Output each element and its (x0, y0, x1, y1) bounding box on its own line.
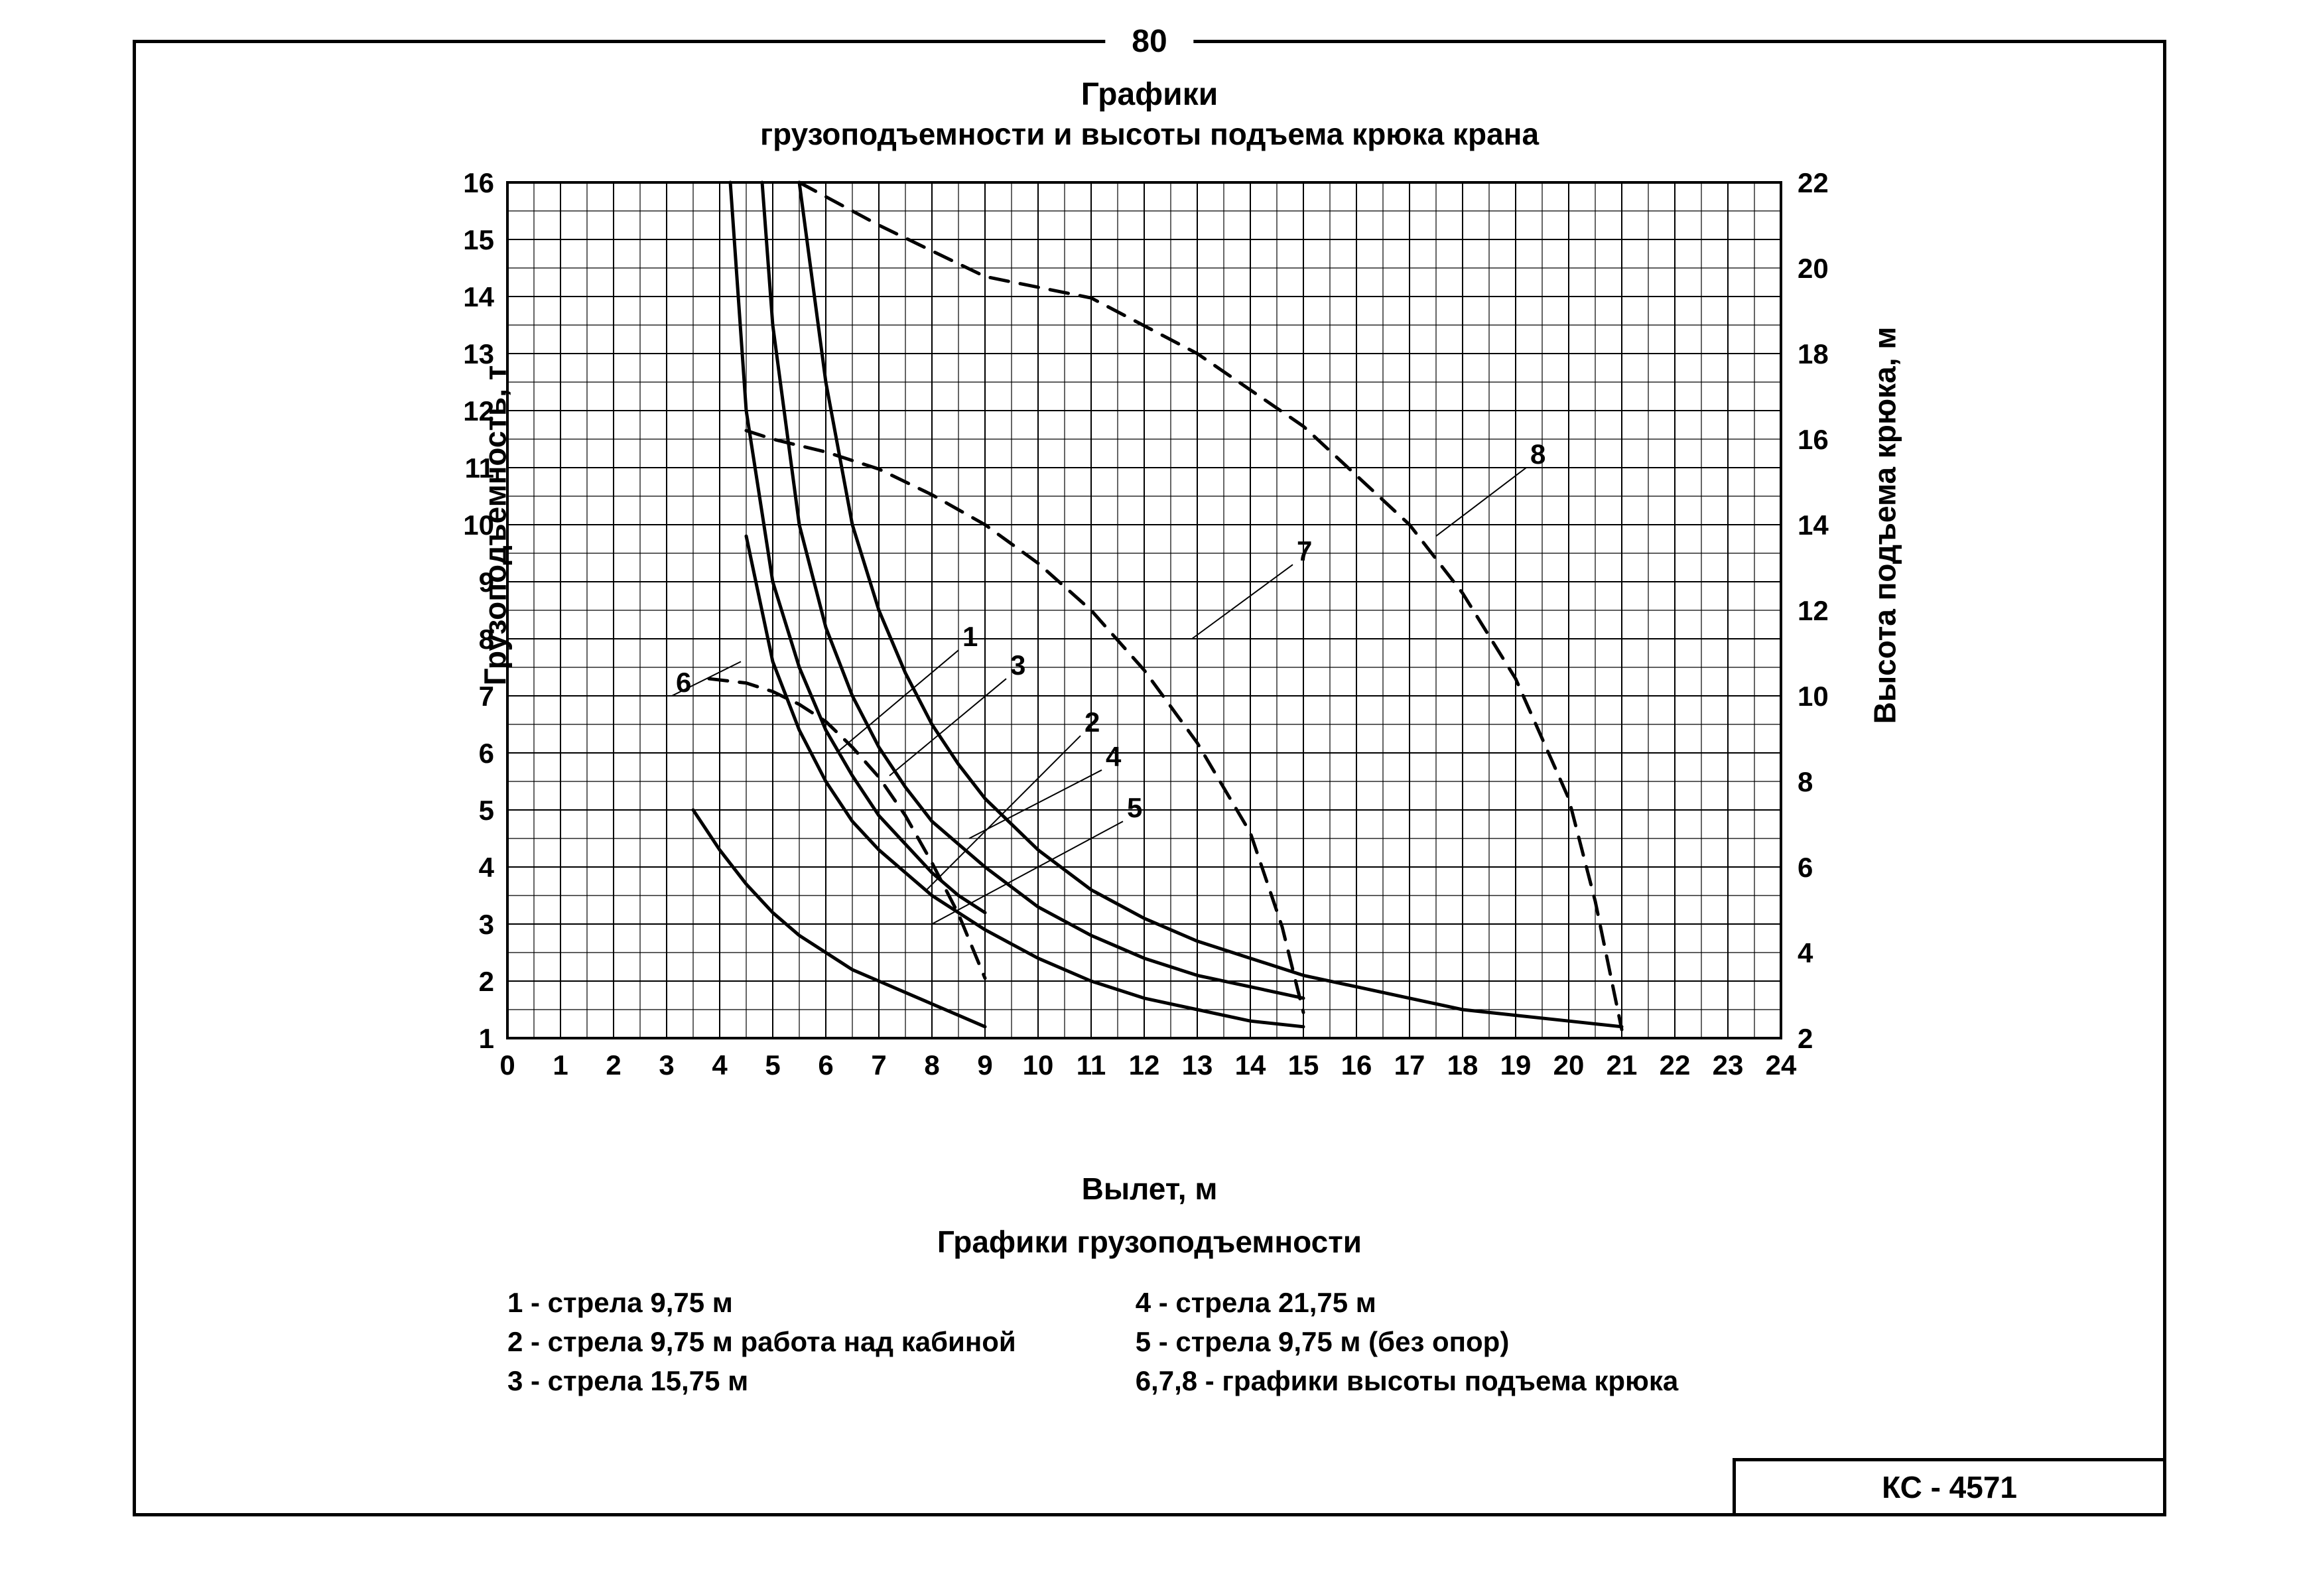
svg-text:15: 15 (1288, 1049, 1319, 1081)
svg-text:10: 10 (1023, 1049, 1054, 1081)
svg-text:3: 3 (479, 909, 494, 940)
model-code-box: КС - 4571 (1733, 1458, 2166, 1516)
chart-title-2: грузоподъемности и высоты подъема крюка … (136, 116, 2163, 152)
legend-item: 1 - стрела 9,75 м (507, 1284, 1016, 1323)
svg-text:0: 0 (499, 1049, 515, 1081)
legend-column-2: 4 - стрела 21,75 м5 - стрела 9,75 м (без… (1136, 1284, 1679, 1400)
legend-item: 2 - стрела 9,75 м работа над кабиной (507, 1323, 1016, 1362)
x-axis-label: Вылет, м (136, 1171, 2163, 1207)
outer-frame: 8 0 Графики грузоподъемности и высоты под… (133, 40, 2166, 1516)
svg-text:7: 7 (479, 681, 494, 712)
svg-text:7: 7 (871, 1049, 886, 1081)
svg-text:2: 2 (1084, 706, 1100, 738)
svg-text:20: 20 (1553, 1049, 1585, 1081)
svg-text:4: 4 (1106, 741, 1122, 772)
svg-text:3: 3 (659, 1049, 674, 1081)
svg-text:10: 10 (1798, 681, 1829, 712)
svg-text:17: 17 (1394, 1049, 1425, 1081)
svg-text:12: 12 (463, 395, 494, 427)
svg-text:24: 24 (1766, 1049, 1797, 1081)
svg-text:22: 22 (1798, 169, 1829, 198)
svg-text:3: 3 (1010, 649, 1025, 681)
svg-text:8: 8 (1530, 438, 1545, 470)
svg-text:9: 9 (977, 1049, 992, 1081)
page: 80 Графики грузоподъемности и высоты под… (0, 0, 2299, 1596)
svg-text:6: 6 (818, 1049, 833, 1081)
legend-item: 6,7,8 - графики высоты подъема крюка (1136, 1362, 1679, 1401)
svg-text:1: 1 (553, 1049, 568, 1081)
svg-text:1: 1 (962, 621, 978, 652)
page-number: 80 (1105, 23, 1193, 60)
svg-text:8: 8 (1798, 766, 1813, 797)
svg-text:8: 8 (479, 624, 494, 655)
svg-text:21: 21 (1607, 1049, 1638, 1081)
chart-area: 0123456789101112131415161718192021222324… (415, 169, 1874, 1098)
svg-text:23: 23 (1713, 1049, 1744, 1081)
svg-text:4: 4 (479, 852, 495, 883)
svg-text:5: 5 (479, 795, 494, 826)
svg-text:2: 2 (1798, 1023, 1813, 1054)
svg-text:4: 4 (1798, 937, 1813, 968)
svg-text:16: 16 (1341, 1049, 1372, 1081)
svg-text:13: 13 (1182, 1049, 1213, 1081)
svg-text:11: 11 (1077, 1049, 1106, 1081)
svg-text:6: 6 (676, 667, 691, 698)
svg-text:18: 18 (1798, 338, 1829, 369)
svg-text:14: 14 (1235, 1049, 1266, 1081)
svg-text:5: 5 (1127, 792, 1142, 823)
svg-text:13: 13 (463, 338, 494, 369)
legend-item: 3 - стрела 15,75 м (507, 1362, 1016, 1401)
svg-text:15: 15 (463, 224, 494, 255)
svg-text:12: 12 (1129, 1049, 1160, 1081)
svg-text:8: 8 (924, 1049, 939, 1081)
chart-svg: 0123456789101112131415161718192021222324… (415, 169, 1874, 1098)
svg-text:16: 16 (463, 169, 494, 198)
chart-title-1: Графики (136, 76, 2163, 113)
svg-text:14: 14 (463, 281, 494, 312)
svg-text:4: 4 (712, 1049, 728, 1081)
svg-text:1: 1 (479, 1023, 494, 1054)
legend-column-1: 1 - стрела 9,75 м2 - стрела 9,75 м работ… (507, 1284, 1016, 1400)
svg-text:19: 19 (1500, 1049, 1532, 1081)
svg-text:22: 22 (1660, 1049, 1691, 1081)
svg-text:12: 12 (1798, 595, 1829, 626)
svg-text:14: 14 (1798, 509, 1829, 541)
legend-item: 5 - стрела 9,75 м (без опор) (1136, 1323, 1679, 1362)
svg-text:6: 6 (479, 738, 494, 769)
svg-text:2: 2 (606, 1049, 621, 1081)
legend: 1 - стрела 9,75 м2 - стрела 9,75 м работ… (507, 1284, 1678, 1400)
svg-text:5: 5 (765, 1049, 780, 1081)
svg-text:2: 2 (479, 966, 494, 997)
svg-text:18: 18 (1447, 1049, 1478, 1081)
svg-text:10: 10 (463, 509, 494, 541)
svg-text:20: 20 (1798, 253, 1829, 284)
svg-text:16: 16 (1798, 424, 1829, 455)
svg-text:9: 9 (479, 566, 494, 598)
svg-text:11: 11 (465, 452, 494, 484)
legend-heading: Графики грузоподъемности (136, 1224, 2163, 1260)
svg-text:6: 6 (1798, 852, 1813, 883)
svg-text:7: 7 (1297, 535, 1312, 566)
legend-item: 4 - стрела 21,75 м (1136, 1284, 1679, 1323)
